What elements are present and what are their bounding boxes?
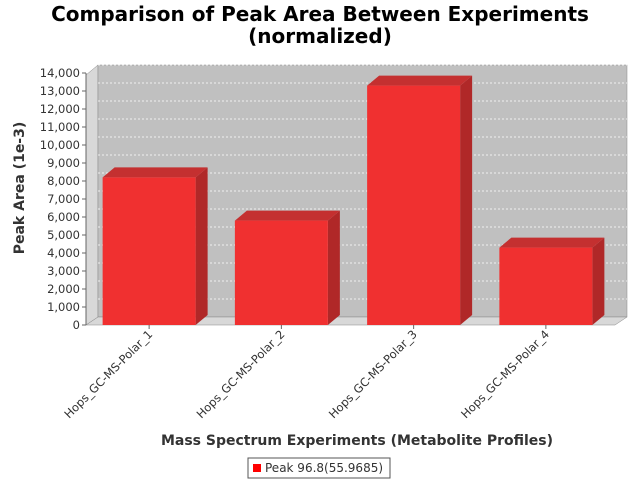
y-tick-label: 6,000 [47,210,80,224]
y-tick-label: 1,000 [47,300,80,314]
y-tick-label: 13,000 [40,84,80,98]
bar-top [367,75,473,86]
x-tick-label: Hops_GC-MS-Polar_3 [326,327,420,421]
bar-front [367,85,461,325]
y-tick-label: 9,000 [47,156,80,170]
chart-title: Comparison of Peak Area Between Experime… [51,2,589,26]
bar-side [592,237,605,325]
bar [102,167,208,325]
y-tick-label: 8,000 [47,174,80,188]
x-tick-label: Hops_GC-MS-Polar_1 [61,327,155,421]
bar-front [102,177,196,325]
bar-front [234,220,328,325]
bar-top [102,167,208,178]
bar-side [327,210,340,325]
bar-top [234,210,340,221]
legend-swatch [253,464,261,472]
bar [367,75,473,325]
legend-label: Peak 96.8(55.9685) [265,461,383,475]
bar-side [460,75,473,325]
y-tick-label: 11,000 [40,120,80,134]
bar-front [499,247,593,325]
y-tick-label: 3,000 [47,264,80,278]
legend-box [247,457,391,479]
bar [499,237,605,325]
y-tick-label: 7,000 [47,192,80,206]
x-axis-label: Mass Spectrum Experiments (Metabolite Pr… [161,433,553,449]
y-tick-label: 12,000 [40,102,80,116]
bar [234,210,340,325]
bar-top [499,237,605,248]
y-tick-label: 4,000 [47,246,80,260]
y-axis-label: Peak Area (1e-3) [12,122,28,255]
x-tick-label: Hops_GC-MS-Polar_4 [458,327,552,421]
side-wall [85,64,99,326]
y-tick-label: 5,000 [47,228,80,242]
y-tick-label: 14,000 [40,66,80,80]
bar-side [195,167,208,325]
chart-subtitle: (normalized) [248,24,392,48]
y-tick-label: 10,000 [40,138,80,152]
x-tick-label: Hops_GC-MS-Polar_2 [194,327,288,421]
y-tick-label: 0 [73,318,80,332]
y-tick-label: 2,000 [47,282,80,296]
legend: Peak 96.8(55.9685) [247,457,391,479]
